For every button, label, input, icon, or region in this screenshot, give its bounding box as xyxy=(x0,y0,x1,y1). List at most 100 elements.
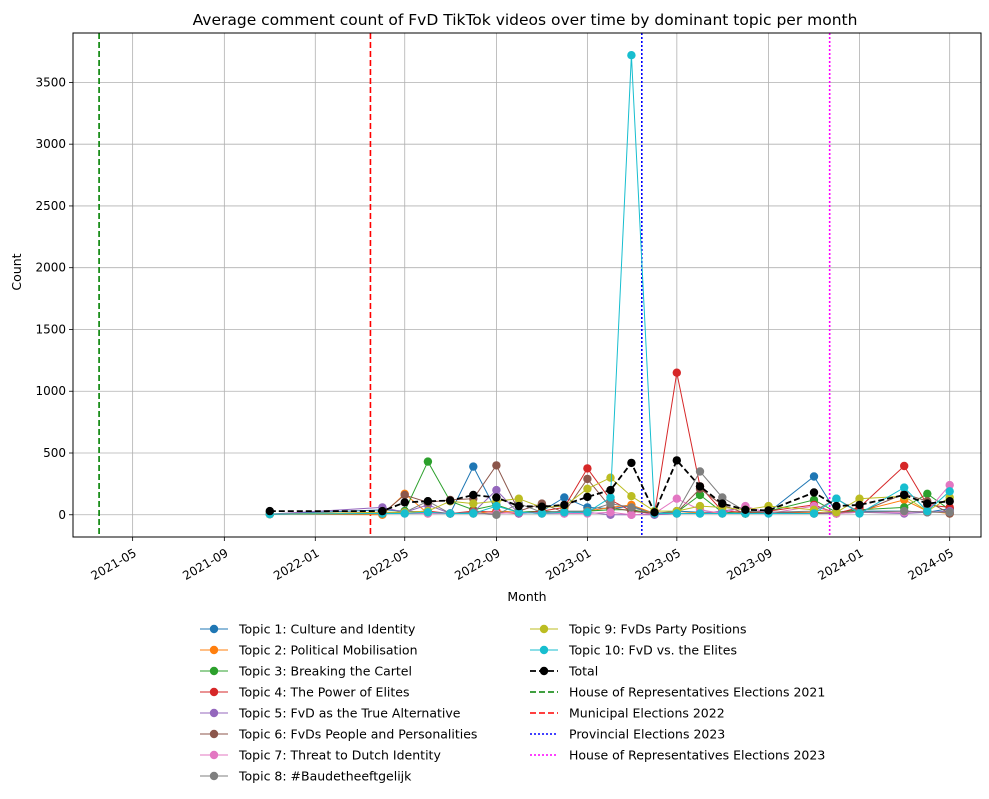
data-point xyxy=(672,494,681,503)
legend-label: Municipal Elections 2022 xyxy=(569,706,725,721)
data-point xyxy=(469,499,478,508)
data-point xyxy=(945,497,954,506)
data-point xyxy=(695,509,705,518)
data-point xyxy=(606,508,615,517)
data-point xyxy=(718,493,727,502)
data-point xyxy=(832,508,841,517)
legend-label: Topic 10: FvD vs. the Elites xyxy=(568,643,737,658)
data-point xyxy=(695,482,705,491)
legend-marker xyxy=(539,624,549,634)
legend-entry: Total xyxy=(530,664,598,679)
plot-frame xyxy=(72,32,982,538)
legend-label: Topic 7: Threat to Dutch Identity xyxy=(238,748,441,763)
data-point xyxy=(606,499,615,508)
data-point xyxy=(560,508,569,517)
y-tick-label: 1500 xyxy=(35,322,66,336)
legend-marker xyxy=(209,645,219,655)
data-point xyxy=(423,497,433,506)
y-tick-label: 3500 xyxy=(35,75,66,89)
data-point xyxy=(514,508,523,517)
data-point xyxy=(560,493,569,502)
data-point xyxy=(469,509,478,518)
y-axis-label: Count xyxy=(9,253,24,290)
legend-label: Topic 4: The Power of Elites xyxy=(238,685,410,700)
data-point xyxy=(855,500,864,510)
series-topic-10-fvd-vs-the-elites xyxy=(265,51,954,519)
data-point xyxy=(606,493,615,502)
data-point xyxy=(446,509,455,518)
data-point xyxy=(627,492,636,501)
legend-marker xyxy=(209,687,219,697)
legend-marker xyxy=(209,624,219,634)
data-point xyxy=(695,467,705,476)
chart-title: Average comment count of FvD TikTok vide… xyxy=(193,11,858,29)
legend-marker xyxy=(539,666,549,676)
data-point xyxy=(423,508,433,517)
data-point xyxy=(492,501,501,511)
data-point xyxy=(945,508,954,517)
legend-entry: House of Representatives Elections 2023 xyxy=(530,748,825,763)
data-point xyxy=(606,473,615,482)
data-point xyxy=(650,508,659,517)
legend-entry: Topic 7: Threat to Dutch Identity xyxy=(200,748,441,763)
legend-marker xyxy=(539,645,549,655)
data-point xyxy=(492,510,501,519)
data-point xyxy=(560,500,569,510)
data-point xyxy=(469,462,478,471)
data-point xyxy=(923,506,932,516)
data-point xyxy=(855,509,864,518)
series-total xyxy=(265,456,954,517)
data-point xyxy=(855,494,864,503)
legend-entry: Topic 2: Political Mobilisation xyxy=(200,643,418,658)
legend-label: Provincial Elections 2023 xyxy=(569,727,725,742)
data-point xyxy=(583,484,592,493)
data-point xyxy=(627,503,636,512)
data-point xyxy=(809,488,819,497)
data-point xyxy=(469,490,478,500)
legend-label: Topic 6: FvDs People and Personalities xyxy=(238,727,477,742)
data-point xyxy=(492,493,501,502)
data-point xyxy=(718,509,727,518)
data-point xyxy=(900,483,909,492)
data-point xyxy=(606,485,615,495)
data-point xyxy=(378,506,387,516)
data-point xyxy=(627,510,636,519)
data-point xyxy=(695,501,705,511)
election-lines xyxy=(98,33,831,537)
legend: Topic 1: Culture and Identity Topic 2: Po… xyxy=(200,622,825,784)
legend-entry: Topic 10: FvD vs. the Elites xyxy=(530,643,737,658)
data-point xyxy=(695,490,705,500)
legend-entry: Topic 9: FvDs Party Positions xyxy=(530,622,746,637)
legend-label: Total xyxy=(568,664,598,679)
data-point xyxy=(583,508,592,517)
legend-entry: Municipal Elections 2022 xyxy=(530,706,725,721)
legend-label: Topic 2: Political Mobilisation xyxy=(238,643,418,658)
data-point xyxy=(627,458,636,468)
legend-entry: Topic 4: The Power of Elites xyxy=(200,685,410,700)
data-point xyxy=(492,485,501,495)
data-point xyxy=(832,501,841,511)
legend-entry: Provincial Elections 2023 xyxy=(530,727,725,742)
legend-marker xyxy=(209,729,219,739)
data-point xyxy=(583,474,592,484)
data-point xyxy=(537,509,547,518)
data-point xyxy=(400,509,409,518)
data-point xyxy=(832,494,841,503)
data-point xyxy=(400,498,409,507)
data-point xyxy=(672,456,681,465)
data-point xyxy=(400,490,409,500)
y-tick-label: 1000 xyxy=(35,384,66,398)
legend-label: Topic 3: Breaking the Cartel xyxy=(238,664,412,679)
legend-label: Topic 8: #Baudetheeftgelijk xyxy=(238,769,412,784)
y-axis-ticks: 0 500 1000 1500 2000 2500 3000 3500 xyxy=(35,75,73,522)
data-point xyxy=(672,368,681,377)
data-point xyxy=(809,509,819,518)
y-tick-label: 2500 xyxy=(35,199,66,213)
y-tick-label: 3000 xyxy=(35,137,66,151)
data-point xyxy=(627,51,636,60)
legend-entry: Topic 1: Culture and Identity xyxy=(200,622,416,637)
data-point xyxy=(809,472,819,481)
legend-marker xyxy=(209,771,219,781)
